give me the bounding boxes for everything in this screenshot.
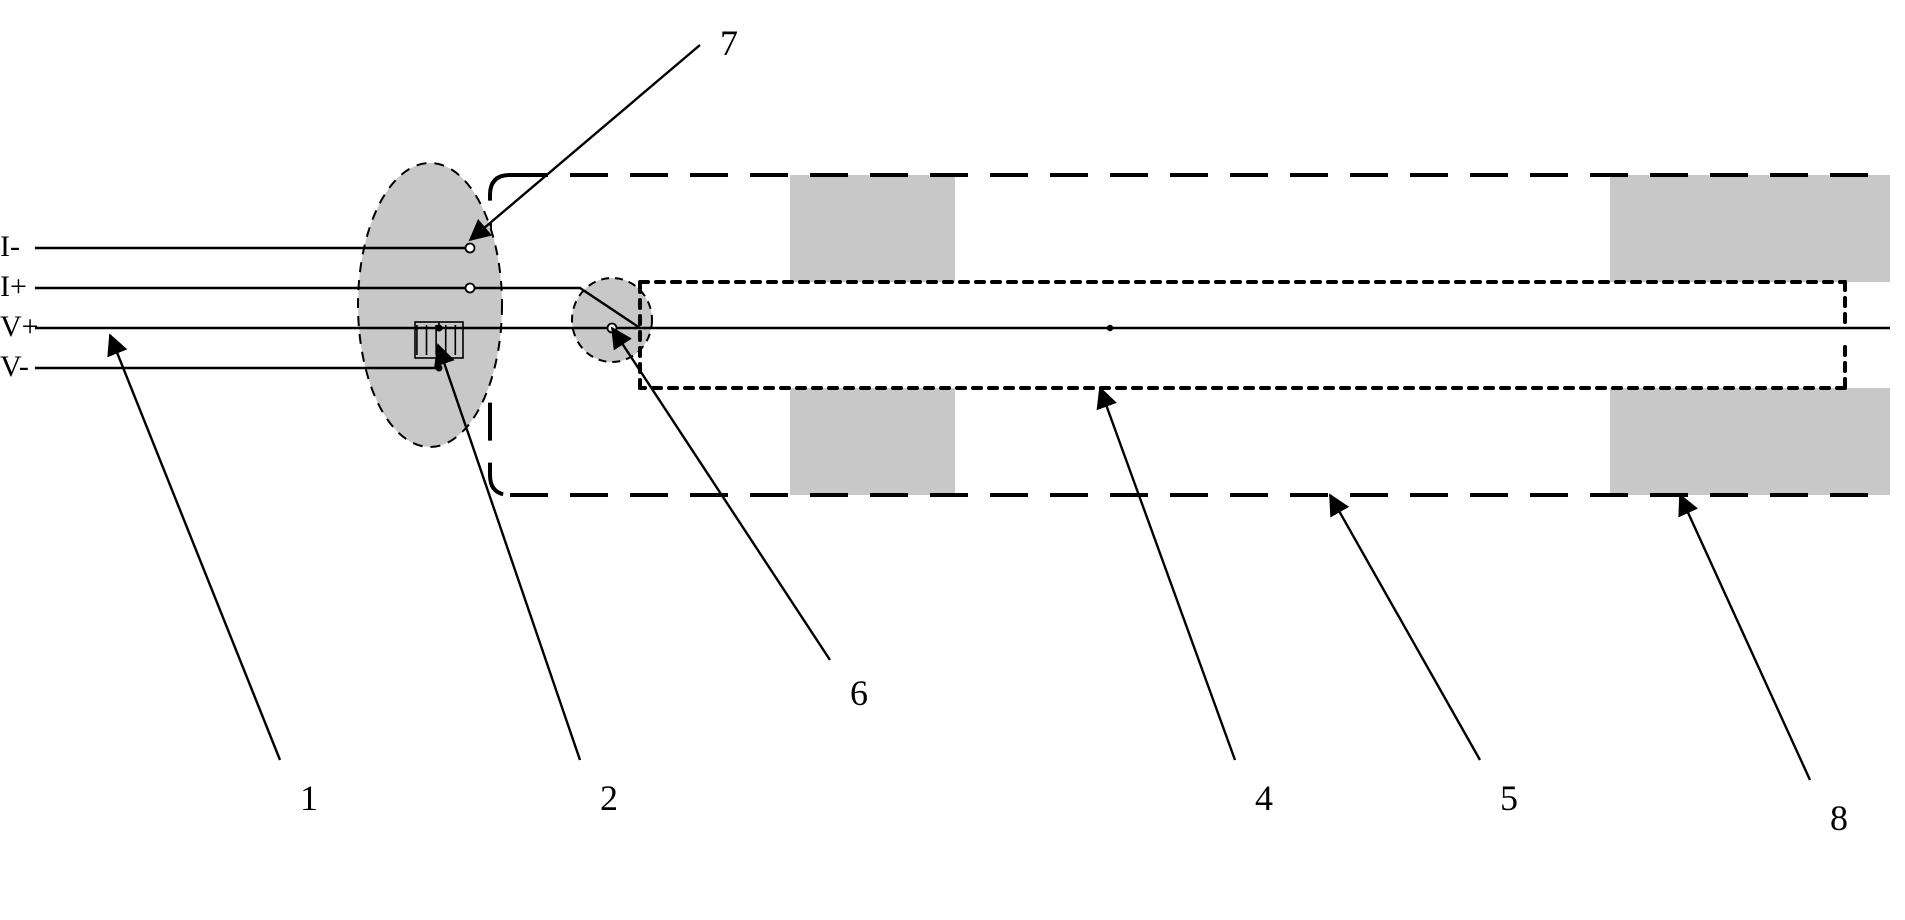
- callout-line-5: [1330, 495, 1480, 760]
- shaded-block-3: [1610, 388, 1890, 495]
- label-v-minus: V-: [0, 350, 29, 383]
- callout-number-8: 8: [1830, 798, 1848, 838]
- shaded-block-0: [790, 175, 955, 282]
- callout-number-2: 2: [600, 778, 618, 818]
- callout-number-1: 1: [300, 778, 318, 818]
- callout-line-2: [438, 345, 580, 760]
- callout-number-5: 5: [1500, 778, 1518, 818]
- label-i-minus: I-: [0, 230, 20, 263]
- coil-node-bot: [436, 365, 443, 372]
- open-node-1: [466, 284, 475, 293]
- callout-number-7: 7: [720, 23, 738, 63]
- callout-number-6: 6: [850, 673, 868, 713]
- node-vplus-mid: [1107, 325, 1113, 331]
- shaded-block-1: [790, 388, 955, 495]
- coil-node-top: [436, 325, 443, 332]
- callout-line-4: [1100, 388, 1235, 760]
- label-i-plus: I+: [0, 270, 27, 303]
- label-v-plus: V+: [0, 310, 39, 343]
- open-node-0: [466, 244, 475, 253]
- wire-i-plus: [35, 288, 640, 328]
- callout-line-8: [1680, 495, 1810, 780]
- callout-line-7: [470, 45, 700, 240]
- shaded-block-2: [1610, 175, 1890, 282]
- callout-line-1: [110, 335, 280, 760]
- ellipse-large: [358, 163, 502, 447]
- callout-number-4: 4: [1255, 778, 1273, 818]
